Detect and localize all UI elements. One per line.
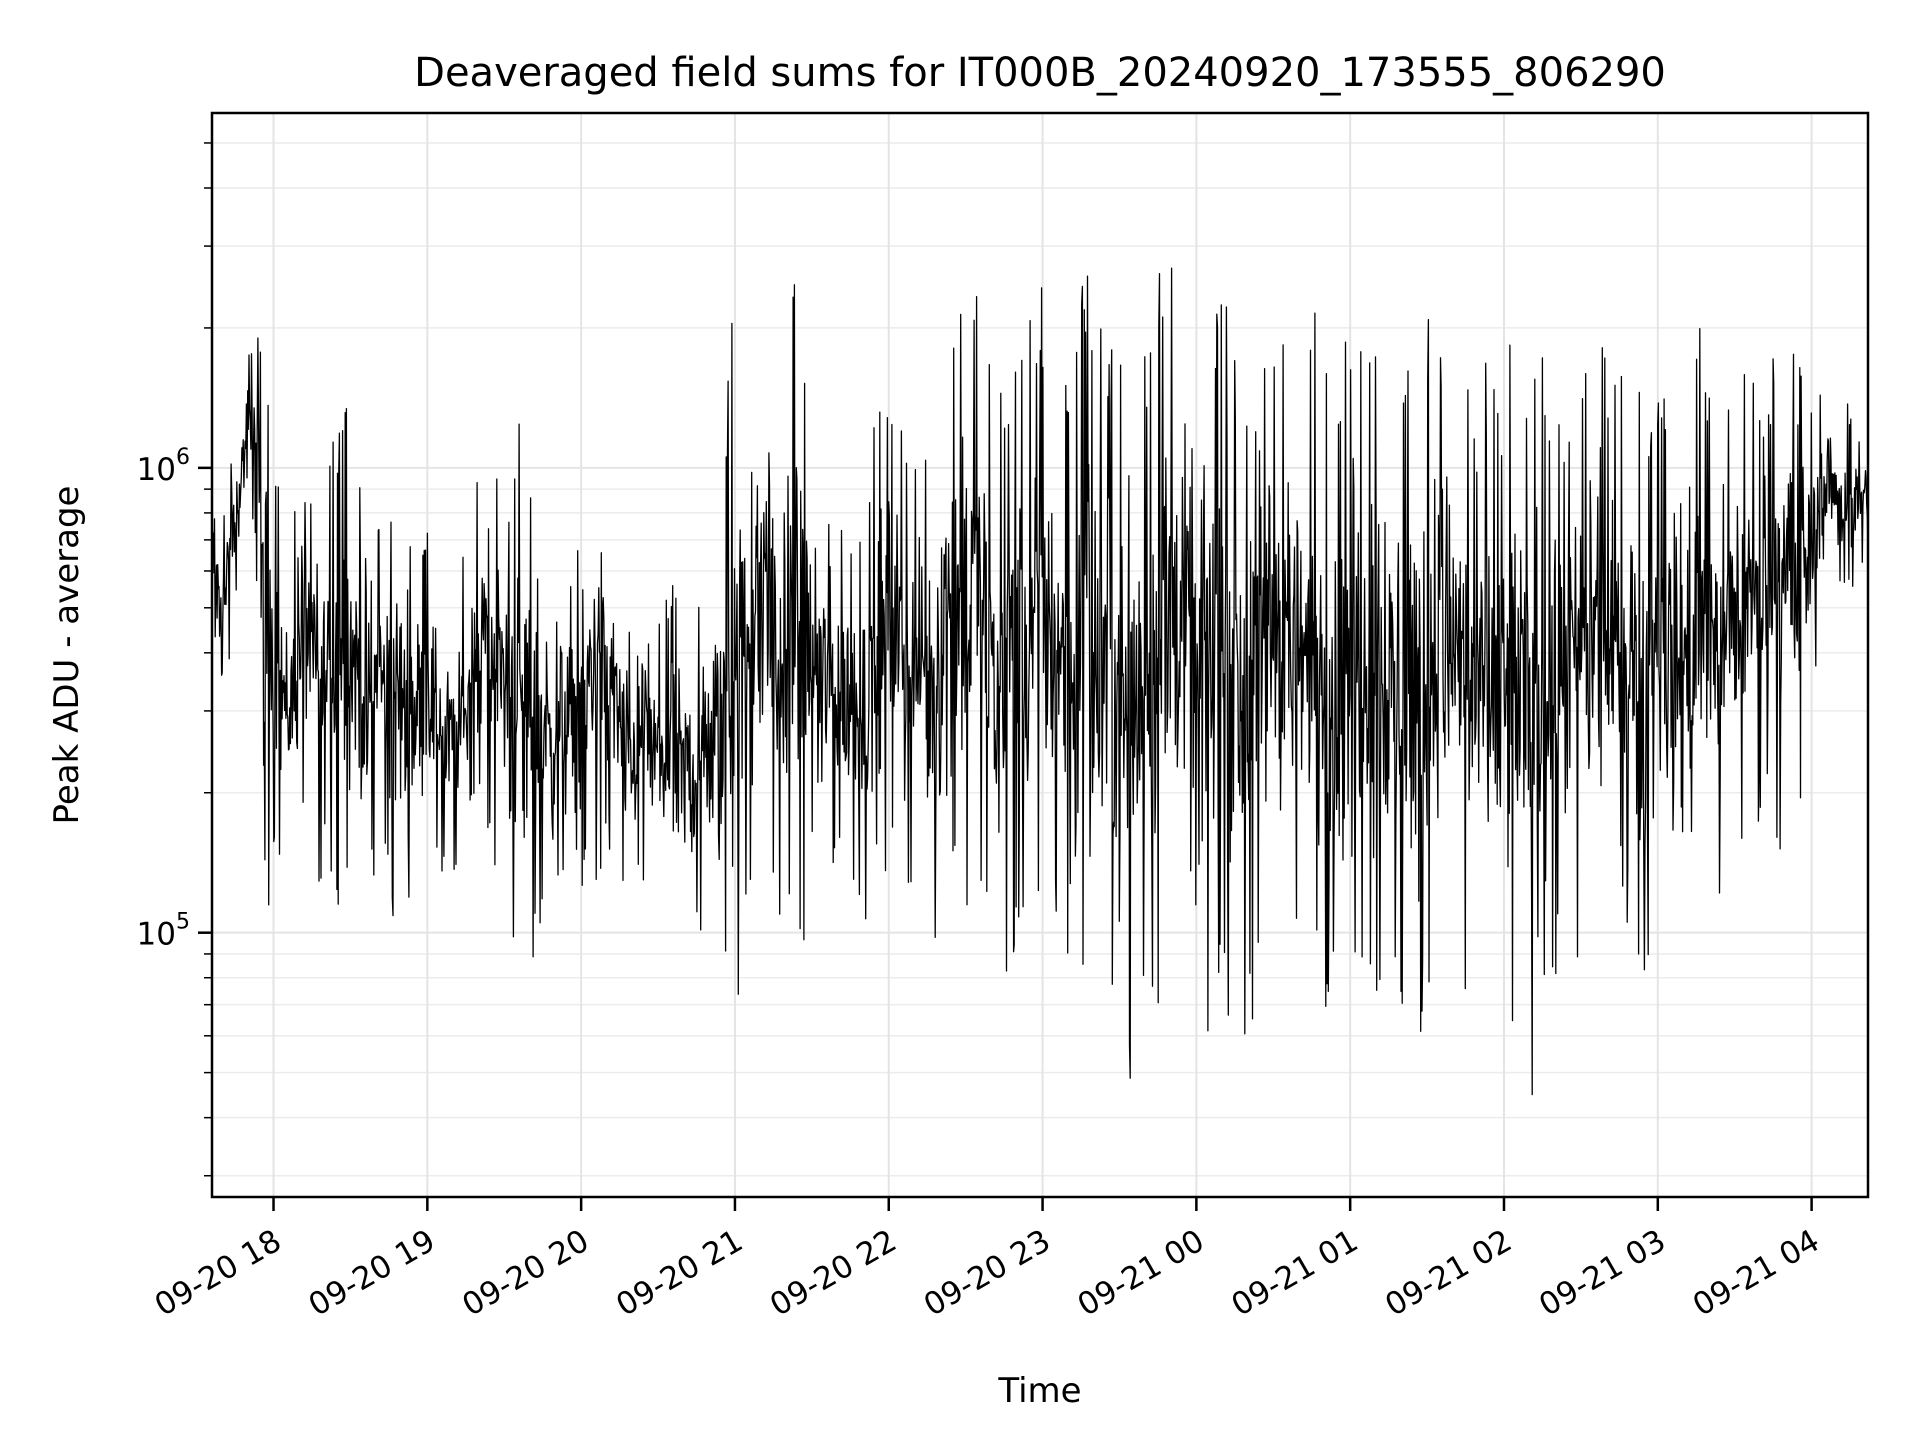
y-tick-base: 10 xyxy=(137,917,176,953)
y-tick-exponent: 5 xyxy=(176,910,190,935)
x-axis-label: Time xyxy=(997,1371,1081,1411)
y-tick-base: 10 xyxy=(137,452,176,488)
series-layer xyxy=(211,267,1869,1096)
y-tick-label: 106 xyxy=(137,445,190,488)
y-tick-label: 105 xyxy=(137,910,190,953)
plot-frame xyxy=(210,111,1870,1199)
axis-ticks xyxy=(198,142,1813,1211)
data-series-line xyxy=(211,267,1869,1096)
y-tick-exponent: 6 xyxy=(176,445,190,470)
y-axis-label: Peak ADU - average xyxy=(47,486,87,825)
chart-title: Deaveraged field sums for IT000B_2024092… xyxy=(414,50,1666,96)
